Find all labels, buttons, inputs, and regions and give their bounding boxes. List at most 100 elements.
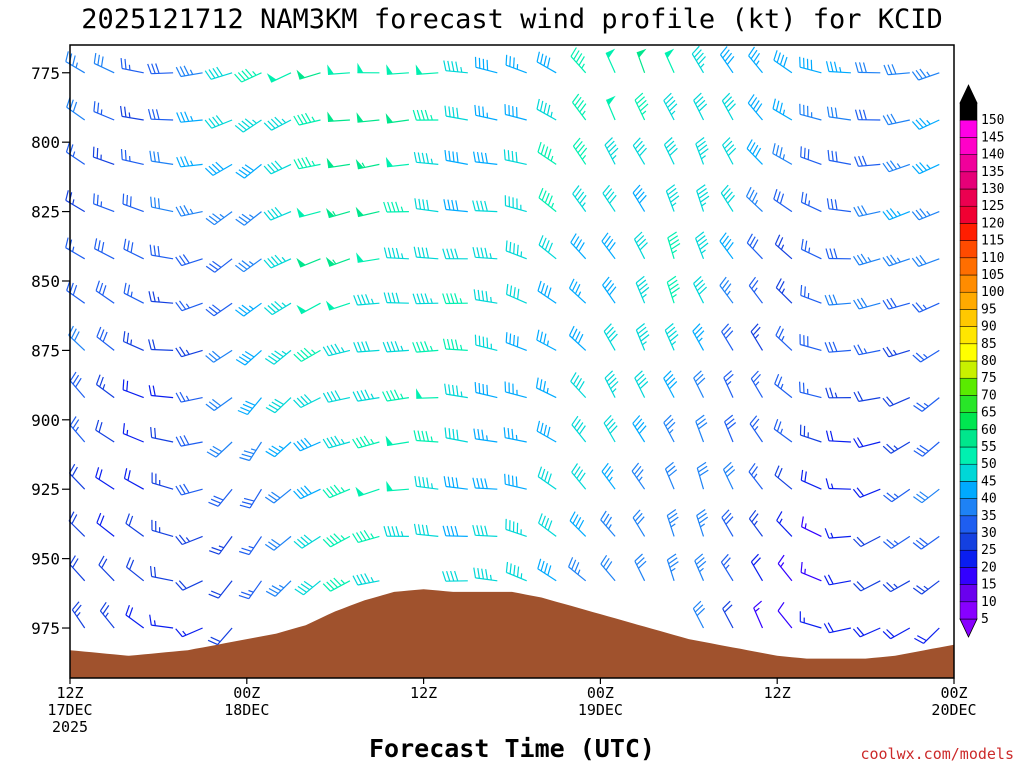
- wind-barb: [882, 627, 911, 640]
- wind-barb: [149, 614, 174, 629]
- y-tick-label: 875: [31, 341, 60, 360]
- wind-barb: [175, 627, 203, 638]
- wind-barb: [326, 208, 351, 219]
- wind-barb: [605, 48, 616, 74]
- wind-barb: [911, 68, 940, 81]
- colorbar-swatch: [959, 601, 978, 620]
- wind-barb: [772, 143, 793, 165]
- wind-barb: [693, 92, 708, 121]
- wind-barb: [537, 466, 557, 490]
- wind-barb: [853, 344, 881, 356]
- colorbar-swatch: [959, 481, 978, 499]
- colorbar-swatch: [959, 515, 978, 534]
- wind-barb: [444, 105, 468, 121]
- wind-barb: [801, 516, 822, 537]
- wind-barb: [536, 420, 557, 443]
- wind-barb: [234, 118, 262, 133]
- wind-barb: [149, 150, 174, 165]
- wind-barb: [383, 526, 409, 537]
- wind-barb: [149, 244, 174, 260]
- wind-barb: [443, 476, 468, 490]
- wind-barb: [824, 294, 851, 306]
- wind-barb: [749, 415, 763, 443]
- wind-barb: [911, 117, 940, 130]
- wind-barb: [722, 137, 737, 165]
- wind-barb: [913, 397, 940, 412]
- x-tick-label: 17DEC: [47, 701, 92, 719]
- wind-barb: [322, 484, 351, 499]
- y-tick-label: 825: [31, 203, 60, 222]
- wind-barb: [472, 477, 498, 490]
- colorbar-label: 65: [981, 406, 997, 421]
- wind-barb: [777, 601, 793, 629]
- wind-barb: [773, 50, 793, 74]
- wind-barb: [95, 419, 115, 443]
- wind-barb: [265, 580, 292, 597]
- wind-barb: [568, 325, 587, 351]
- colorbar-swatch: [959, 326, 978, 345]
- wind-barb: [122, 423, 144, 443]
- wind-barb: [538, 187, 557, 213]
- wind-barb: [568, 278, 587, 304]
- wind-barb: [352, 435, 380, 449]
- wind-barb: [913, 441, 940, 457]
- wind-barb: [750, 370, 764, 398]
- wind-barb: [913, 488, 940, 504]
- wind-barb: [570, 372, 587, 399]
- x-tick-label: 12Z: [410, 684, 437, 702]
- wind-barb: [723, 370, 734, 398]
- wind-barb: [322, 533, 351, 548]
- x-axis-label: Forecast Time (UTC): [369, 734, 655, 763]
- wind-barb: [536, 329, 557, 351]
- wind-barb: [775, 325, 793, 351]
- wind-barb: [356, 252, 380, 263]
- wind-barb: [71, 601, 86, 629]
- wind-barb: [911, 254, 940, 267]
- wind-barb: [176, 156, 203, 168]
- wind-barb: [414, 198, 439, 213]
- wind-barbs: [65, 45, 940, 646]
- wind-barb: [799, 334, 822, 351]
- wind-barb: [750, 323, 764, 351]
- wind-barb: [356, 112, 380, 123]
- wind-barb: [205, 302, 233, 317]
- wind-barb: [537, 141, 557, 165]
- colorbar-label: 75: [981, 371, 997, 386]
- wind-barb: [150, 427, 174, 443]
- wind-barb: [695, 414, 708, 443]
- wind-barb: [663, 92, 678, 121]
- terrain-layer: [70, 589, 954, 678]
- wind-barb: [800, 146, 822, 165]
- wind-barb: [147, 63, 174, 75]
- wind-barb: [385, 156, 409, 168]
- colorbar-swatch: [959, 309, 978, 327]
- wind-barb: [775, 278, 793, 304]
- wind-barb: [853, 297, 881, 310]
- credit-link[interactable]: coolwx.com/models: [860, 745, 1014, 763]
- plot-area: [70, 45, 954, 678]
- wind-barb: [635, 323, 650, 351]
- wind-barb: [600, 554, 616, 582]
- wind-barb: [853, 205, 881, 217]
- wind-barb: [773, 189, 793, 213]
- wind-barb: [722, 600, 734, 629]
- wind-barb: [853, 535, 881, 548]
- wind-barb: [854, 155, 881, 167]
- wind-barb: [175, 65, 203, 78]
- wind-barb: [568, 557, 587, 582]
- wind-barb: [93, 193, 115, 213]
- wind-barb: [505, 332, 527, 351]
- wind-barb: [293, 394, 321, 409]
- x-tick-label: 19DEC: [578, 701, 623, 719]
- wind-barb: [663, 370, 678, 398]
- wind-barb: [777, 554, 793, 582]
- wind-barb: [412, 109, 439, 121]
- wind-barb: [720, 553, 734, 582]
- wind-barb: [719, 232, 734, 260]
- wind-barb: [204, 66, 233, 80]
- wind-barb: [720, 184, 735, 212]
- wind-barb: [122, 379, 144, 399]
- wind-barb: [120, 105, 144, 121]
- colorbar-swatch: [959, 154, 978, 173]
- wind-barb: [122, 331, 144, 351]
